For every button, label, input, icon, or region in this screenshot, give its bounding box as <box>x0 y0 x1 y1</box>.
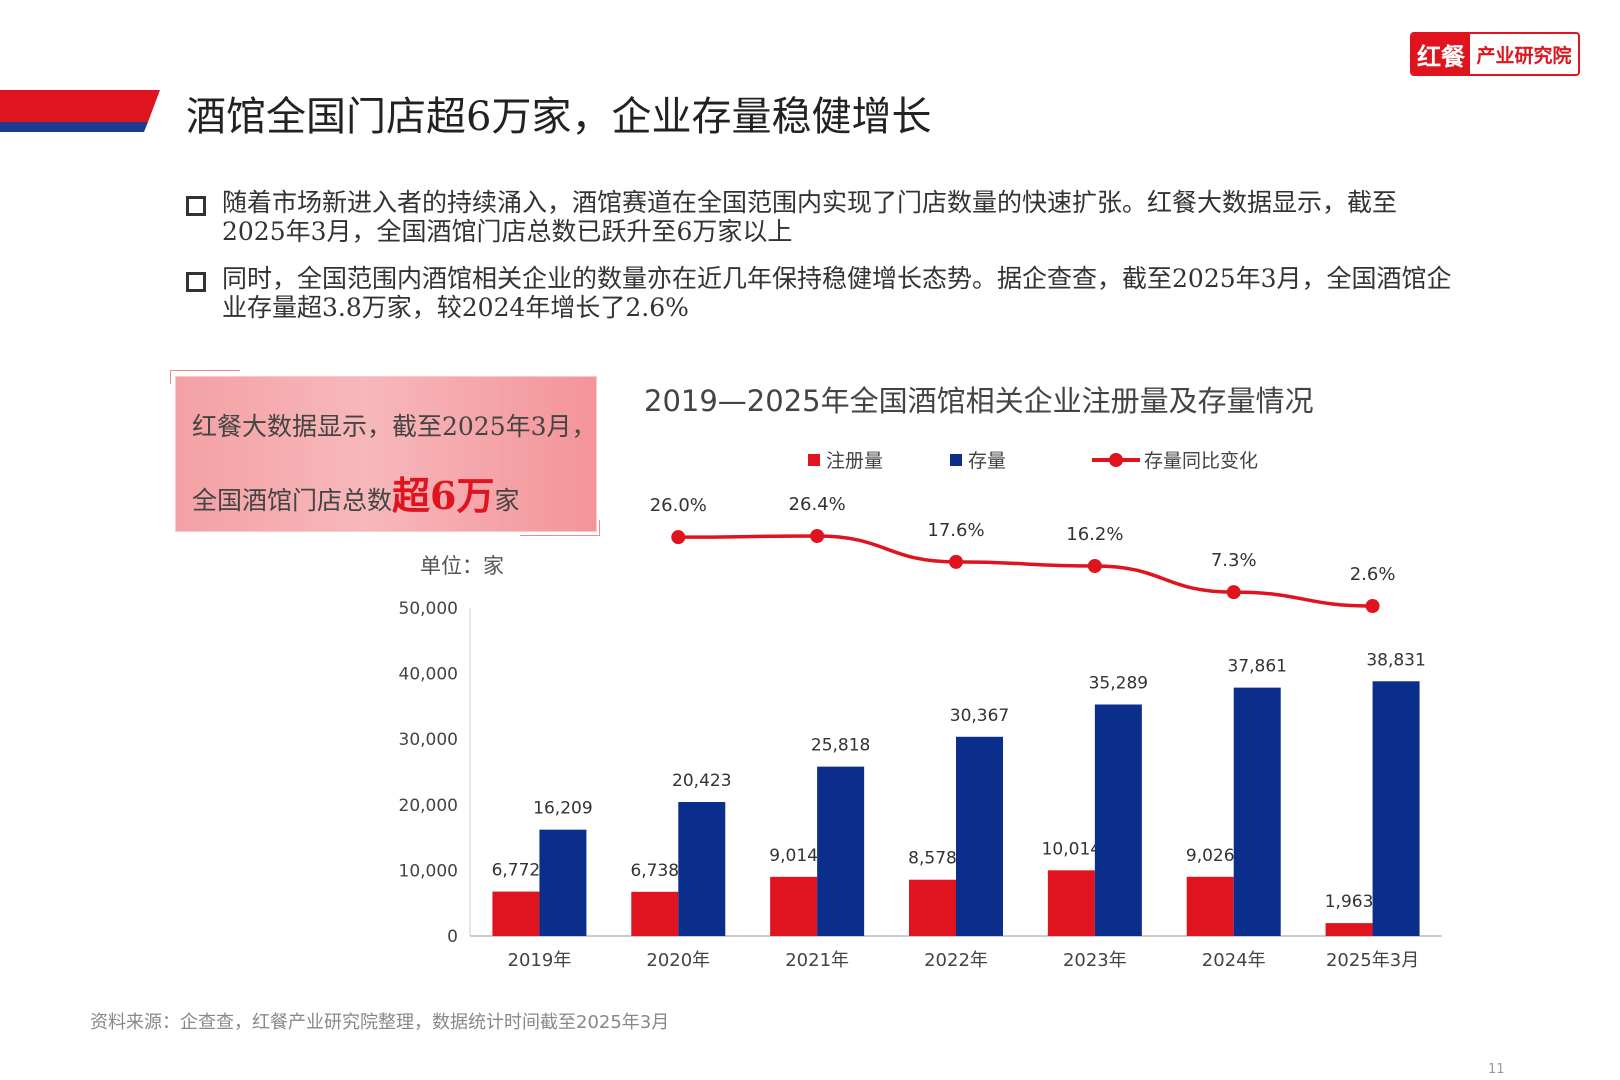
bar-stock-label: 37,861 <box>1227 657 1286 677</box>
bar-stock-label: 38,831 <box>1366 650 1425 670</box>
bar-registrations <box>492 891 540 936</box>
legend-item-stock: 存量 <box>950 446 1006 473</box>
callout-line-2: 全国酒馆门店总数超6万家 <box>192 465 519 520</box>
bullet-list: 随着市场新进入者的持续涌入，酒馆赛道在全国范围内实现了门店数量的快速扩张。红餐大… <box>186 188 1456 340</box>
bar-stock-label: 20,423 <box>672 771 731 791</box>
highlight-callout: 红餐大数据显示，截至2025年3月， 全国酒馆门店总数超6万家 <box>176 377 597 531</box>
bar-registrations <box>631 891 679 936</box>
x-tick-label: 2025年3月 <box>1326 950 1419 971</box>
source-note: 资料来源：企查查，红餐产业研究院整理，数据统计时间截至2025年3月 <box>90 1012 670 1033</box>
bar-registrations-label: 9,026 <box>1186 846 1235 866</box>
yoy-label: 26.4% <box>789 494 846 515</box>
legend-item-yoy: 存量同比变化 <box>1092 446 1258 473</box>
bar-stock <box>1094 704 1142 936</box>
bullet-item: 同时，全国范围内酒馆相关企业的数量亦在近几年保持稳健增长态势。据企查查，截至20… <box>186 264 1456 322</box>
bullet-item: 随着市场新进入者的持续涌入，酒馆赛道在全国范围内实现了门店数量的快速扩张。红餐大… <box>186 188 1456 246</box>
yoy-label: 26.0% <box>650 495 707 516</box>
yoy-line <box>678 534 1373 608</box>
yoy-point <box>810 529 825 543</box>
x-tick-label: 2021年 <box>785 950 849 971</box>
x-tick-label: 2019年 <box>508 950 572 971</box>
legend-label: 注册量 <box>826 450 884 472</box>
yoy-point <box>671 530 686 545</box>
bar-stock <box>539 829 587 936</box>
legend-swatch-red <box>808 453 820 466</box>
legend-line-marker-icon <box>1092 452 1140 467</box>
bar-stock <box>1233 687 1281 936</box>
chart-title: 2019—2025年全国酒馆相关企业注册量及存量情况 <box>644 384 1314 418</box>
bar-stock <box>678 802 726 936</box>
callout-suffix: 家 <box>494 486 520 515</box>
x-tick-label: 2023年 <box>1063 950 1127 971</box>
bar-stock <box>1372 681 1420 936</box>
unit-label: 单位：家 <box>420 554 504 578</box>
bar-registrations <box>1325 923 1373 936</box>
logo-mark: 红餐 <box>1412 34 1470 74</box>
bar-stock-label: 16,209 <box>533 799 592 819</box>
logo-text: 产业研究院 <box>1476 44 1572 67</box>
y-tick-label: 40,000 <box>399 665 458 685</box>
bar-stock <box>817 766 865 936</box>
bar-registrations-label: 1,963 <box>1325 892 1374 912</box>
bar-registrations <box>1047 870 1095 936</box>
x-tick-label: 2022年 <box>924 950 988 971</box>
bar-registrations-label: 9,014 <box>769 846 818 866</box>
yoy-point <box>949 554 963 569</box>
yoy-label: 7.3% <box>1211 550 1257 571</box>
page-number: 11 <box>1488 1062 1505 1077</box>
x-tick-label: 2020年 <box>646 950 710 971</box>
bar-registrations-label: 10,014 <box>1042 839 1101 859</box>
callout-line-1: 红餐大数据显示，截至2025年3月， <box>192 412 597 441</box>
bar-stock <box>956 736 1003 936</box>
legend-swatch-blue <box>950 453 962 466</box>
yoy-point <box>1365 599 1380 613</box>
x-tick-label: 2024年 <box>1202 950 1266 971</box>
bar-registrations-label: 6,772 <box>492 861 541 881</box>
legend-label: 存量同比变化 <box>1144 450 1259 472</box>
page-title: 酒馆全国门店超6万家，企业存量稳健增长 <box>186 94 932 140</box>
yoy-point <box>1087 559 1102 573</box>
yoy-label: 16.2% <box>1066 524 1123 545</box>
y-tick-label: 50,000 <box>399 599 458 619</box>
y-tick-label: 10,000 <box>399 861 458 881</box>
yoy-label: 17.6% <box>927 520 984 541</box>
bar-registrations <box>770 876 818 936</box>
y-tick-label: 30,000 <box>399 730 458 750</box>
y-tick-label: 20,000 <box>399 796 458 816</box>
bar-stock-label: 25,818 <box>811 736 870 756</box>
brand-logo: 红餐 产业研究院 <box>1410 32 1580 76</box>
bar-registrations <box>909 879 956 936</box>
yoy-label: 2.6% <box>1350 564 1396 585</box>
bullet-text: 随着市场新进入者的持续涌入，酒馆赛道在全国范围内实现了门店数量的快速扩张。红餐大… <box>222 188 1398 246</box>
legend-item-registrations: 注册量 <box>808 446 883 473</box>
bar-registrations-label: 6,738 <box>630 861 679 881</box>
legend-label: 存量 <box>968 450 1007 472</box>
bullet-text: 同时，全国范围内酒馆相关企业的数量亦在近几年保持稳健增长态势。据企查查，截至20… <box>222 264 1452 322</box>
square-bullet-icon <box>186 196 206 216</box>
bar-stock-label: 30,367 <box>950 706 1009 726</box>
y-tick-label: 0 <box>447 927 458 947</box>
bar-stock-label: 35,289 <box>1089 674 1148 694</box>
brand-ribbon <box>0 90 160 132</box>
yoy-point <box>1226 585 1241 600</box>
bar-registrations <box>1186 876 1234 936</box>
callout-prefix: 全国酒馆门店总数 <box>192 486 393 515</box>
square-bullet-icon <box>186 272 206 292</box>
callout-highlight: 超6万 <box>392 473 495 518</box>
bar-registrations-label: 8,578 <box>908 849 957 869</box>
